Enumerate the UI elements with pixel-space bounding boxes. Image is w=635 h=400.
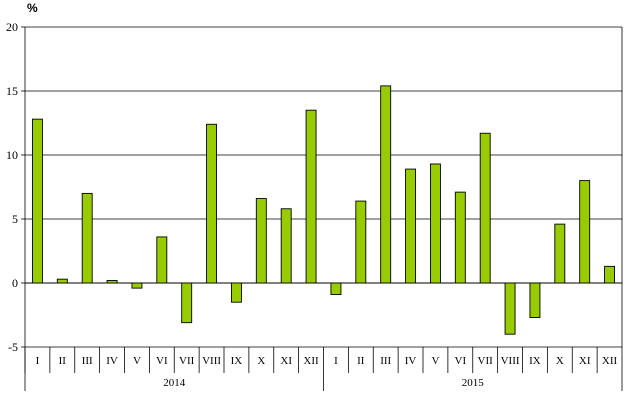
bar-3 (106, 279, 118, 284)
bar-6 (181, 282, 193, 324)
bar-1 (56, 278, 68, 284)
bar-21 (554, 223, 566, 284)
bar-7 (206, 123, 218, 284)
y-tick-label-0: 20 (6, 20, 18, 34)
bar-19 (504, 282, 516, 335)
bar-13 (355, 200, 367, 284)
x-tick-label-10: XI (280, 355, 292, 367)
bar-15 (405, 168, 417, 284)
x-tick-label-9: X (257, 355, 265, 367)
x-tick-label-1: II (59, 355, 67, 367)
bar-14 (380, 85, 392, 284)
bar-12 (330, 282, 342, 295)
bar-4 (131, 282, 143, 289)
x-tick-label-2: III (82, 355, 93, 367)
x-tick-label-21: X (556, 355, 564, 367)
x-tick-label-12: I (334, 355, 338, 367)
x-tick-label-22: XI (579, 355, 591, 367)
x-tick-label-3: IV (106, 355, 118, 367)
x-tick-label-23: XII (602, 355, 618, 367)
y-tick-label-3: 5 (12, 212, 18, 226)
x-tick-label-5: VI (156, 355, 168, 367)
x-tick-label-20: IX (529, 355, 541, 367)
x-tick-label-14: III (380, 355, 391, 367)
bar-2 (81, 192, 93, 284)
bar-20 (529, 282, 541, 319)
bar-23 (604, 265, 616, 284)
x-tick-label-13: II (357, 355, 365, 367)
bars (31, 85, 616, 335)
x-tick-label-4: V (133, 355, 141, 367)
x-tick-label-17: VI (455, 355, 467, 367)
bar-18 (479, 132, 491, 284)
year-label-2015: 2015 (462, 377, 485, 389)
bar-8 (230, 282, 242, 303)
bar-11 (305, 109, 317, 284)
y-tick-label-5: -5 (8, 340, 18, 354)
bar-5 (156, 236, 168, 284)
x-tick-label-18: VII (478, 355, 494, 367)
x-tick-label-16: V (431, 355, 439, 367)
y-tick-label-4: 0 (12, 276, 18, 290)
x-tick-label-7: VIII (202, 355, 221, 367)
x-tick-label-6: VII (179, 355, 195, 367)
x-tick-label-8: IX (231, 355, 243, 367)
bar-17 (454, 191, 466, 284)
y-axis-unit-label: % (27, 1, 38, 15)
x-tick-label-19: VIII (501, 355, 520, 367)
y-tick-label-2: 10 (6, 148, 18, 162)
y-tick-label-1: 15 (6, 84, 18, 98)
bar-16 (429, 163, 441, 284)
bar-10 (280, 208, 292, 284)
bar-9 (255, 198, 267, 284)
bar-0 (31, 118, 43, 284)
year-label-2014: 2014 (163, 377, 186, 389)
x-tick-label-15: IV (405, 355, 417, 367)
axes (21, 26, 623, 391)
x-tick-label-11: XII (303, 355, 319, 367)
x-tick-label-0: I (36, 355, 40, 367)
bar-22 (579, 180, 591, 284)
